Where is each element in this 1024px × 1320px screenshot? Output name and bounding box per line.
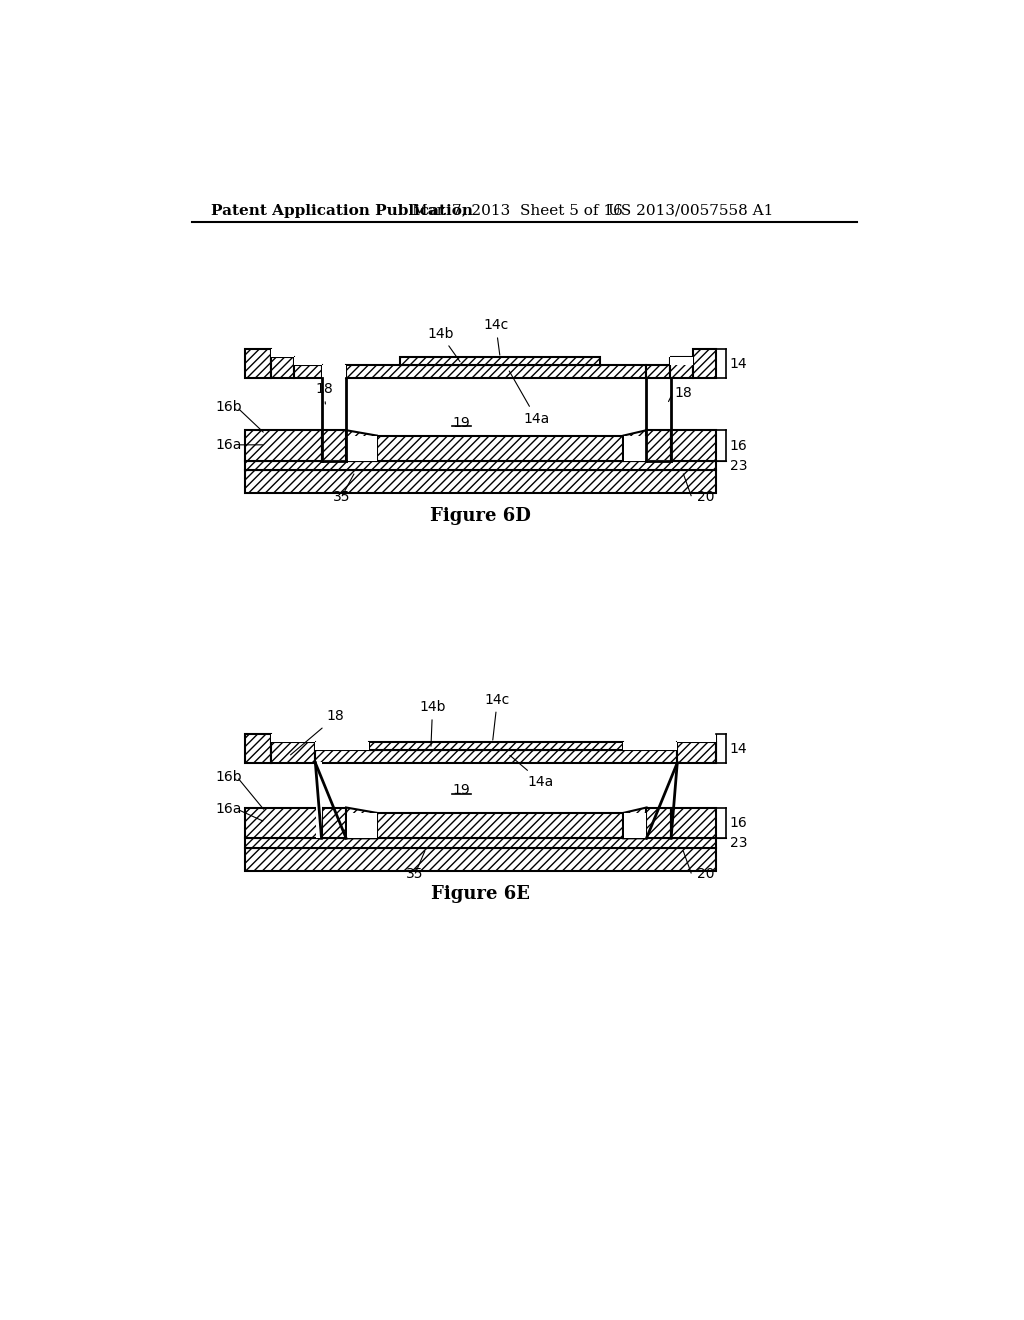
Polygon shape (271, 742, 315, 763)
Polygon shape (400, 358, 600, 364)
Text: 16: 16 (730, 816, 748, 830)
Text: 16b: 16b (215, 770, 242, 784)
Text: US 2013/0057558 A1: US 2013/0057558 A1 (608, 203, 773, 218)
Text: 16a: 16a (215, 438, 242, 451)
Bar (271, 350, 294, 358)
Text: 23: 23 (730, 458, 748, 473)
Polygon shape (671, 808, 716, 838)
Text: 18: 18 (291, 710, 345, 755)
Text: 20: 20 (696, 867, 714, 882)
Polygon shape (346, 430, 377, 461)
Bar (315, 742, 370, 750)
Polygon shape (294, 364, 322, 378)
Text: 14a: 14a (509, 371, 550, 425)
Text: 18: 18 (315, 383, 333, 404)
Polygon shape (245, 350, 271, 378)
Text: 14c: 14c (483, 318, 509, 355)
Polygon shape (245, 461, 716, 470)
Text: 14a: 14a (510, 755, 554, 789)
Bar (625, 436, 646, 461)
Text: 14b: 14b (419, 700, 445, 746)
Polygon shape (245, 430, 322, 461)
Polygon shape (646, 808, 671, 838)
Polygon shape (315, 750, 677, 763)
Bar (347, 436, 377, 461)
Bar (624, 742, 677, 750)
Bar (294, 358, 322, 364)
Text: 16a: 16a (215, 803, 242, 816)
Bar (347, 813, 377, 838)
Polygon shape (671, 430, 716, 461)
Text: 14: 14 (730, 742, 748, 755)
Bar (271, 734, 315, 742)
Bar (625, 813, 646, 838)
Text: 16b: 16b (215, 400, 242, 414)
Polygon shape (646, 364, 670, 378)
Polygon shape (322, 430, 346, 461)
Polygon shape (377, 813, 624, 838)
Polygon shape (346, 364, 646, 378)
Polygon shape (271, 358, 294, 378)
Polygon shape (646, 430, 671, 461)
Polygon shape (370, 742, 624, 750)
Text: 19: 19 (453, 783, 471, 797)
Polygon shape (624, 808, 646, 838)
Text: Patent Application Publication: Patent Application Publication (211, 203, 473, 218)
Bar (322, 364, 346, 378)
Text: 14c: 14c (484, 693, 510, 741)
Polygon shape (322, 808, 346, 838)
Text: 16: 16 (730, 438, 748, 453)
Polygon shape (677, 742, 716, 763)
Text: 20: 20 (696, 490, 714, 504)
Polygon shape (377, 436, 624, 461)
Text: 14: 14 (730, 356, 748, 371)
Polygon shape (624, 430, 646, 461)
Text: 23: 23 (730, 836, 748, 850)
Polygon shape (245, 838, 716, 847)
Text: Figure 6E: Figure 6E (431, 884, 529, 903)
Polygon shape (245, 734, 271, 763)
Bar (677, 734, 716, 742)
Polygon shape (245, 808, 322, 838)
Bar (646, 350, 670, 358)
Text: Mar. 7, 2013  Sheet 5 of 16: Mar. 7, 2013 Sheet 5 of 16 (412, 203, 623, 218)
Text: 35: 35 (333, 490, 350, 504)
Polygon shape (346, 808, 377, 838)
Polygon shape (670, 358, 692, 378)
Polygon shape (692, 350, 716, 378)
Polygon shape (245, 847, 716, 871)
Text: 18: 18 (674, 387, 692, 400)
Text: Figure 6D: Figure 6D (430, 507, 530, 525)
Bar (316, 762, 323, 838)
Bar (670, 358, 692, 364)
Text: 35: 35 (407, 867, 424, 882)
Polygon shape (245, 470, 716, 494)
Text: 14b: 14b (427, 327, 460, 362)
Text: 19: 19 (453, 416, 471, 429)
